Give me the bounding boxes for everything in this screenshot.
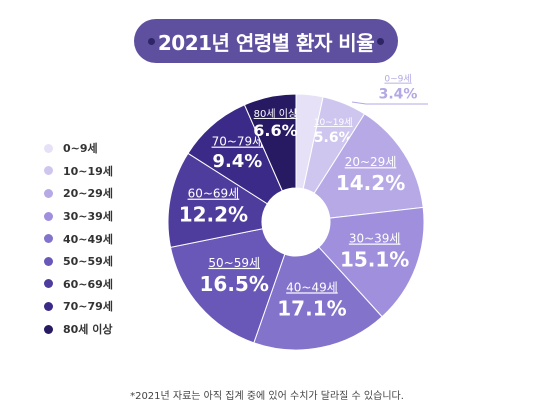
legend-swatch (44, 188, 53, 198)
legend-label: 60~69세 (63, 277, 113, 291)
slice-value-label: 17.1% (277, 296, 346, 320)
donut-slice (318, 206, 425, 318)
legend-swatch (44, 234, 53, 244)
slice-category-label: 0~9세 (384, 74, 411, 85)
chart-title: 2021년 연령별 환자 비율 (157, 30, 375, 55)
slice-value-label: 6.6% (253, 121, 297, 140)
legend: 0~9세 10~19세 20~29세 30~39세 40~49세 50~59세 60~69세… (44, 137, 113, 340)
legend-item: 70~79세 (44, 295, 113, 318)
legend-label: 80세 이상 (63, 323, 113, 337)
slice-value-label: 3.4% (379, 87, 418, 103)
slice-category-label: 60~69세 (188, 187, 240, 201)
legend-item: 0~9세 (44, 137, 113, 160)
banner-dot-left (148, 38, 155, 45)
legend-item: 60~69세 (44, 273, 113, 296)
slice-category-label: 30~39세 (349, 232, 401, 246)
chart-title-banner: 2021년 연령별 환자 비율 (134, 19, 398, 63)
legend-swatch (44, 256, 53, 266)
slice-category-label: 40~49세 (286, 280, 338, 294)
donut-slice (169, 228, 286, 344)
legend-label: 0~9세 (63, 142, 98, 156)
slice-value-label: 9.4% (212, 151, 262, 172)
slice-value-label: 5.6% (314, 130, 353, 146)
slice-value-label: 14.2% (336, 171, 405, 195)
donut-slice (313, 113, 424, 219)
legend-label: 30~39세 (63, 210, 113, 224)
legend-item: 10~19세 (44, 160, 113, 183)
donut-slice (243, 93, 297, 192)
slice-value-label: 16.5% (200, 272, 269, 296)
legend-label: 70~79세 (63, 300, 113, 314)
slice-category-label: 20~29세 (345, 155, 397, 169)
slice-category-label: 70~79세 (212, 135, 264, 149)
slice-category-label: 10~19세 (314, 117, 353, 128)
legend-swatch (44, 301, 53, 311)
slice-category-label: 50~59세 (208, 256, 260, 270)
footnote: *2021년 자료는 아직 집계 중에 있어 수치가 달라질 수 있습니다. (130, 391, 404, 402)
legend-swatch (44, 211, 53, 221)
legend-label: 50~59세 (63, 255, 113, 269)
donut-slice (253, 246, 383, 351)
banner-dot-right (377, 38, 384, 45)
legend-item: 50~59세 (44, 250, 113, 273)
slice-category-label: 80세 이상 (254, 108, 298, 120)
legend-item: 40~49세 (44, 227, 113, 250)
legend-swatch (44, 279, 53, 289)
slice-value-label: 12.2% (179, 203, 248, 227)
legend-item: 20~29세 (44, 182, 113, 205)
legend-label: 20~29세 (63, 187, 113, 201)
legend-swatch (44, 324, 53, 334)
legend-swatch (44, 166, 53, 176)
legend-label: 40~49세 (63, 232, 113, 246)
legend-item: 80세 이상 (44, 318, 113, 341)
slice-value-label: 15.1% (340, 248, 409, 272)
legend-swatch (44, 143, 53, 153)
legend-item: 30~39세 (44, 205, 113, 228)
leader-line (351, 101, 428, 105)
donut-slice (167, 152, 269, 248)
legend-label: 10~19세 (63, 164, 113, 178)
